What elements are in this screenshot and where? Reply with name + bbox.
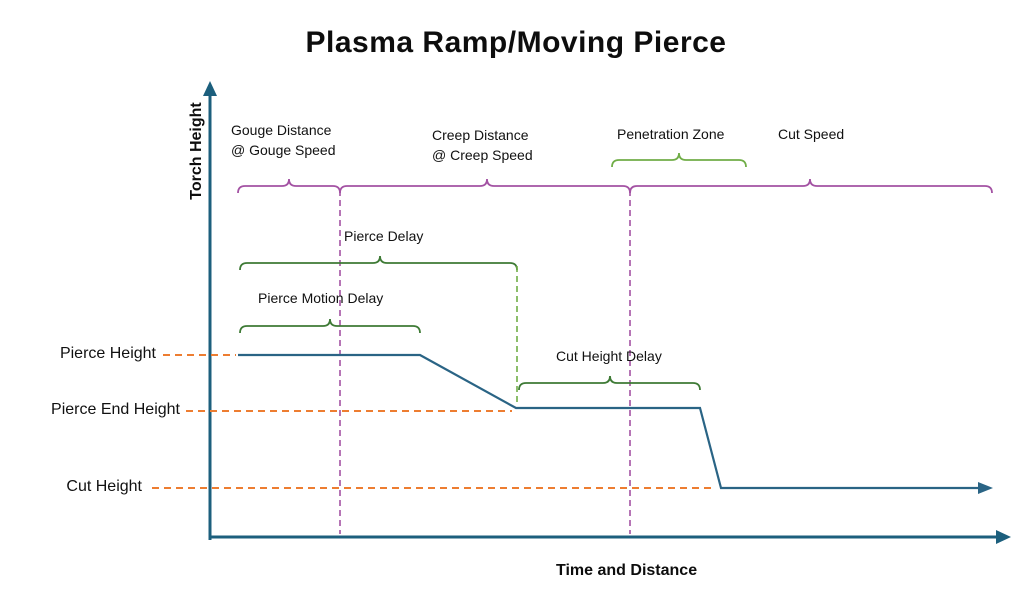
pierce-delay-label: Pierce Delay <box>344 228 424 244</box>
gouge-distance-label: Gouge Distance @ Gouge Speed <box>231 122 336 158</box>
x-axis-label: Time and Distance <box>556 562 698 579</box>
cut-height-label: Cut Height <box>66 478 142 495</box>
cut-speed-brace <box>629 178 993 194</box>
pierce-motion-delay-brace <box>239 318 421 334</box>
penetration-zone-label: Penetration Zone <box>617 126 725 142</box>
cut-height-delay-brace <box>518 375 701 391</box>
cut-speed-label: Cut Speed <box>778 126 845 142</box>
y-axis-label: Torch Height <box>188 102 205 200</box>
profile-arrow-icon <box>978 482 993 494</box>
gouge-distance-brace <box>237 178 341 194</box>
x-axis-arrow-icon <box>996 530 1011 544</box>
torch-height-profile-line <box>238 353 982 490</box>
cut-height-delay-label: Cut Height Delay <box>556 348 662 364</box>
creep-distance-brace <box>339 178 631 194</box>
y-axis-arrow-icon <box>203 81 217 96</box>
creep-distance-label: Creep Distance @ Creep Speed <box>432 127 533 163</box>
pierce-motion-delay-label: Pierce Motion Delay <box>258 290 384 306</box>
diagram-title: Plasma Ramp/Moving Pierce <box>305 26 727 59</box>
pierce-end-height-label: Pierce End Height <box>51 401 180 418</box>
pierce-height-label: Pierce Height <box>59 345 156 362</box>
penetration-zone-brace <box>611 152 747 168</box>
pierce-delay-brace <box>239 255 518 271</box>
